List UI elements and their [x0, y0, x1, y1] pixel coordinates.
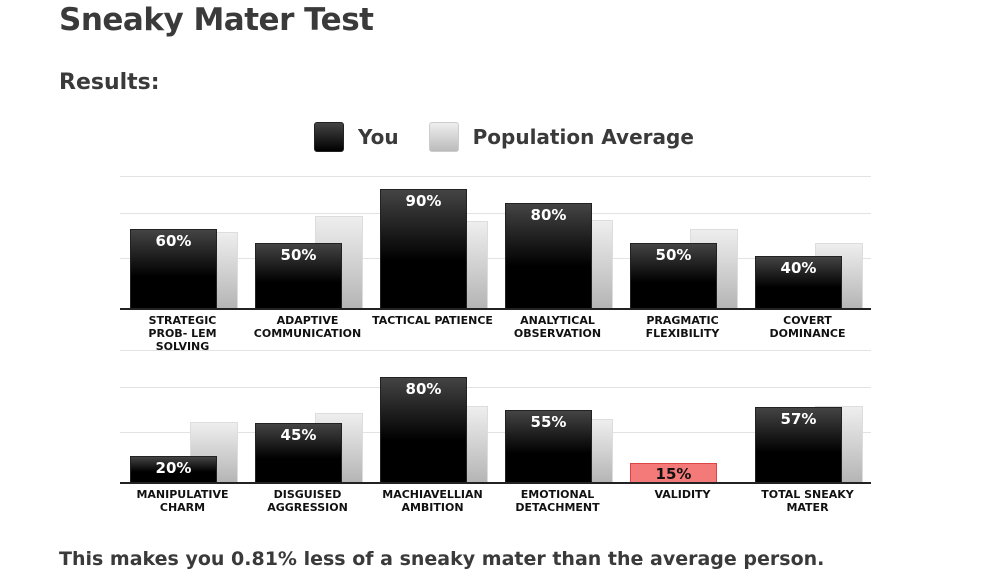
category-label: MANIPULATIVE CHARM: [136, 488, 229, 514]
category-label: DISGUISED AGGRESSION: [267, 488, 348, 514]
category-label: ANALYTICAL OBSERVATION: [513, 314, 602, 340]
category-label: STRATEGIC PROB- LEM SOLVING: [148, 314, 217, 353]
bar-value-label: 55%: [530, 412, 567, 431]
legend-population-swatch: [428, 122, 459, 152]
category-label: MACHIAVELLIAN AMBITION: [382, 488, 483, 514]
bar-value-label: 45%: [280, 426, 317, 445]
category-label: PRAGMATIC FLEXIBILITY: [645, 314, 720, 340]
category-label: COVERT DOMINANCE: [769, 314, 846, 340]
gridline: [120, 432, 871, 433]
bar-value-label: 60%: [155, 232, 192, 251]
gridline: [120, 213, 871, 214]
chart-legend: You Population Average: [314, 122, 694, 152]
chart-row-2: 20% MANIPULATIVE CHARM 45% DISGUISED AGGRES…: [120, 350, 871, 514]
category-label: TACTICAL PATIENCE: [372, 314, 493, 327]
category-label: EMOTIONAL DETACHMENT: [515, 488, 600, 514]
gridline: [120, 258, 871, 259]
results-heading: Results:: [59, 70, 160, 95]
bar-value-label: 57%: [780, 410, 817, 429]
x-axis-baseline: [120, 482, 871, 484]
you-bar: 55%: [505, 409, 592, 483]
bar-value-label: 80%: [405, 379, 442, 398]
gridline: [120, 387, 871, 388]
legend-you-label: You: [358, 125, 399, 149]
bar-value-label: 50%: [280, 245, 317, 264]
bar-value-label: 90%: [405, 192, 442, 211]
bar-value-label: 20%: [155, 459, 192, 478]
you-bar: 60%: [130, 229, 217, 309]
bar-value-label: 15%: [655, 465, 692, 484]
you-bar: 57%: [755, 407, 842, 483]
result-message: This makes you 0.81% less of a sneaky ma…: [59, 548, 825, 570]
legend-population-label: Population Average: [472, 125, 694, 149]
x-axis-baseline: [120, 308, 871, 310]
you-bar: 40%: [755, 255, 842, 309]
category-label: ADAPTIVE COMMUNICATION: [253, 314, 362, 340]
bar-value-label: 50%: [655, 245, 692, 264]
you-bar: 15%: [630, 463, 717, 483]
category-label: VALIDITY: [654, 488, 711, 501]
chart-row-1: 60% STRATEGIC PROB- LEM SOLVING 50% ADAPTIV…: [120, 176, 871, 353]
page-title: Sneaky Mater Test: [59, 2, 374, 38]
you-bar: 20%: [130, 456, 217, 483]
you-bar: 45%: [255, 423, 342, 483]
bar-value-label: 40%: [780, 258, 817, 277]
category-label: TOTAL SNEAKY MATER: [761, 488, 854, 514]
you-bar: 80%: [380, 376, 467, 483]
bar-value-label: 80%: [530, 205, 567, 224]
gridline: [120, 350, 871, 351]
you-bar: 80%: [505, 202, 592, 309]
gridline: [120, 176, 871, 177]
you-bar: 50%: [255, 242, 342, 309]
you-bar: 50%: [630, 242, 717, 309]
you-bar: 90%: [380, 189, 467, 309]
legend-you-swatch: [314, 122, 344, 152]
